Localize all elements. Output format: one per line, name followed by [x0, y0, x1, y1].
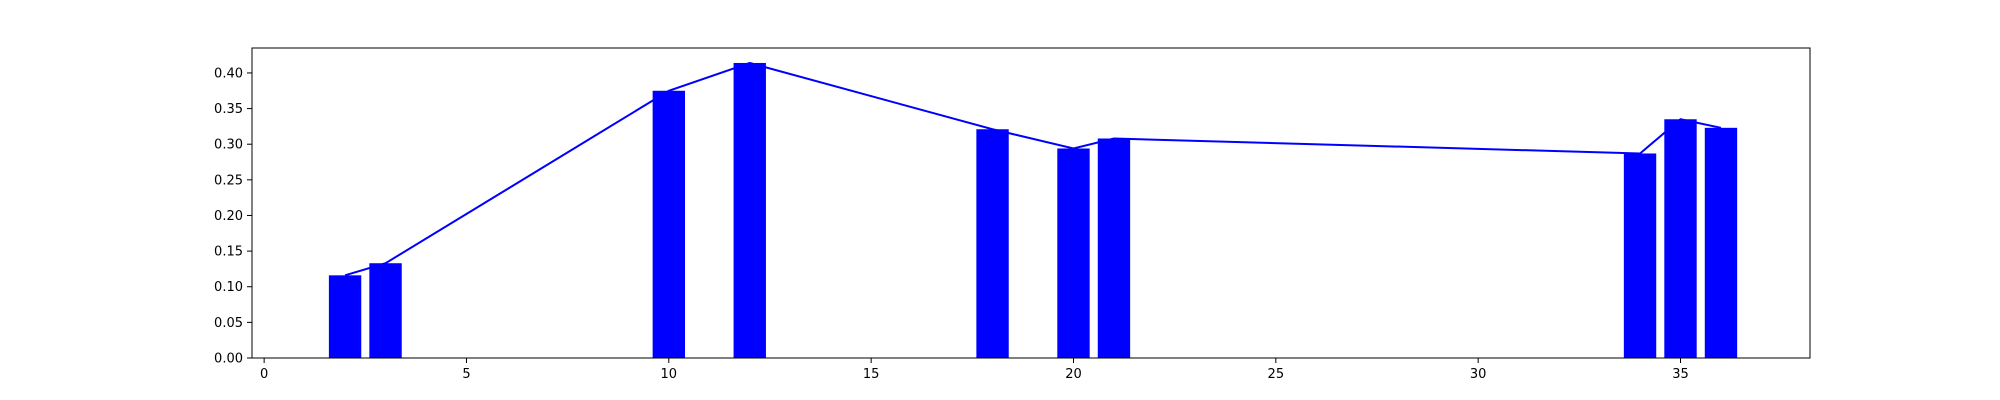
bar-4	[976, 129, 1009, 358]
x-tick-label-4: 20	[1065, 367, 1082, 382]
bar-2	[652, 90, 686, 359]
bar-5	[1057, 148, 1090, 358]
bar-9	[1704, 127, 1738, 358]
y-tick-label-4: 0.20	[214, 209, 243, 224]
y-tick-label-8: 0.40	[214, 66, 243, 81]
x-tick-label-7: 35	[1672, 367, 1689, 382]
x-tick-label-2: 10	[661, 367, 678, 382]
axes: 0 5 10 15 20 25 30 35 0.00 0.05 0.10 0.15 0.20 0.25 0.…	[214, 47, 1811, 382]
x-tick-label-6: 30	[1470, 367, 1487, 382]
y-tick-label-1: 0.05	[214, 316, 243, 331]
y-tick-label-0: 0.00	[214, 352, 243, 367]
x-tick-label-3: 15	[863, 367, 880, 382]
series-line	[344, 61, 1722, 277]
bar-7	[1623, 153, 1657, 358]
bar-3	[733, 62, 766, 359]
y-tick-label-6: 0.30	[214, 138, 243, 153]
x-tick-label-0: 0	[260, 367, 268, 382]
y-tick-label-2: 0.10	[214, 280, 243, 295]
y-tick-label-3: 0.15	[214, 245, 243, 260]
y-tick-label-7: 0.35	[214, 102, 243, 117]
axes-frame	[251, 47, 1811, 359]
x-tick-label-5: 25	[1268, 367, 1285, 382]
x-tick-label-1: 5	[462, 367, 470, 382]
bar-0	[328, 275, 362, 358]
bar-1	[369, 263, 402, 358]
plot-area	[328, 61, 1738, 359]
y-tick-label-5: 0.25	[214, 173, 243, 188]
bar-8	[1664, 119, 1697, 358]
bar-6	[1097, 138, 1131, 358]
